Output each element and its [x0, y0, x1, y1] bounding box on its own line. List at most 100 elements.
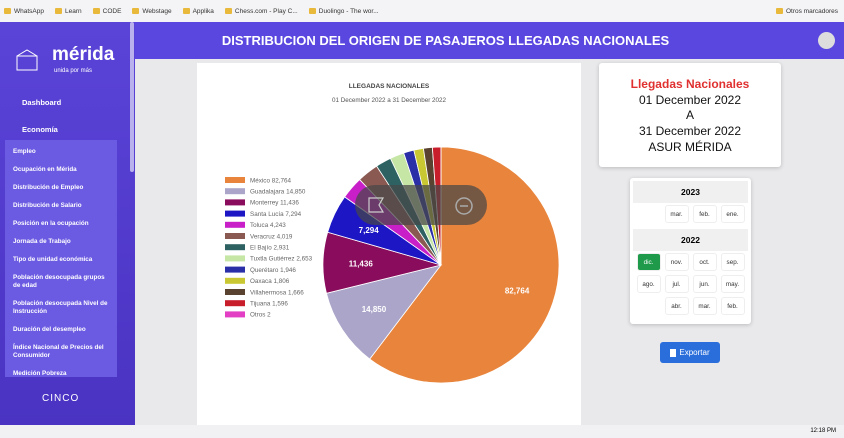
legend-name: Veracruz [250, 233, 275, 240]
month-button[interactable]: may. [720, 275, 745, 293]
legend-value: 1,946 [280, 267, 296, 274]
submenu-item[interactable]: Población desocupada Nivel de Instrucció… [13, 300, 108, 315]
legend-name: Tijuana [250, 301, 271, 308]
legend-swatch [225, 300, 245, 307]
zoom-out-icon [455, 197, 473, 215]
avatar[interactable] [818, 32, 835, 49]
brand: mérida [52, 44, 115, 65]
legend-value: 82,764 [272, 177, 292, 184]
clock: 12:18 PM [810, 428, 836, 434]
submenu-item[interactable]: Distribución de Salario [13, 202, 82, 209]
slice-label: 11,436 [349, 259, 374, 268]
month-button[interactable]: oct. [692, 253, 717, 271]
legend-swatch [225, 266, 245, 273]
nav-dashboard[interactable]: Dashboard [22, 98, 62, 107]
bookmark-icon [182, 8, 190, 14]
month-button[interactable]: mar. [664, 205, 689, 223]
info-to: 31 December 2022 [638, 124, 742, 139]
legend-value: 4,019 [277, 233, 293, 240]
bookmark-icon [308, 8, 316, 14]
month-button[interactable]: ago. [636, 275, 661, 293]
bookmarks-bar: WhatsApp Learn CODE Webstage Applika Chess.co… [0, 0, 844, 22]
bookmark-icon [224, 8, 232, 14]
bookmark-icon [132, 8, 140, 14]
legend-swatch [225, 233, 245, 239]
legend-name: Querétaro [250, 267, 279, 274]
bookmark-icon [4, 8, 11, 14]
slice-label: 14,850 [362, 305, 387, 314]
month-button[interactable]: abr. [664, 297, 689, 315]
button-label: Exportar [679, 348, 710, 357]
submenu-item[interactable]: Población desocupada grupos de edad [13, 274, 105, 289]
month-grid: mar. feb. ene. [633, 205, 748, 223]
submenu-item[interactable]: Posición en la ocupación [13, 220, 89, 227]
month-button[interactable]: feb. [692, 205, 717, 223]
month-button[interactable]: ene. [720, 205, 745, 223]
bookmark-label: CODE [102, 7, 122, 15]
month-button[interactable]: nov. [664, 253, 689, 271]
bookmark-label: Applika [192, 7, 214, 15]
legend-swatch [225, 210, 245, 217]
legend-name: Toluca [250, 222, 269, 229]
legend-entry: México 82,764 [250, 177, 291, 184]
bookmark-icon [775, 8, 783, 14]
legend-value: 1,596 [272, 301, 288, 308]
month-button[interactable]: feb. [720, 297, 745, 315]
bookmark[interactable]: Duolingo - The wor... [308, 8, 379, 15]
submenu-item[interactable]: Medición Pobreza [13, 370, 67, 377]
bookmark[interactable]: Webstage [132, 7, 172, 15]
month-picker: 2023 mar. feb. ene. 2022 dic. nov. oct. sep. ago.… [630, 178, 751, 324]
legend-entry: Monterrey 11,436 [250, 200, 299, 207]
submenu-item[interactable]: Índice Nacional de Precios del Consumido… [13, 344, 104, 359]
month-button[interactable]: sep. [720, 253, 745, 271]
nav-section[interactable]: Economía [22, 125, 58, 134]
legend-entry: Querétaro 1,946 [250, 267, 296, 274]
info-title: Llegadas Nacionales [630, 77, 750, 91]
bookmark-icon [92, 8, 100, 14]
slice-label: 82,764 [505, 287, 530, 296]
bookmark[interactable]: Learn [55, 8, 82, 15]
month-button[interactable]: mar. [692, 297, 717, 315]
legend-name: México [250, 177, 270, 184]
legend-swatch [225, 255, 245, 262]
submenu-item[interactable]: Tipo de unidad económica [13, 256, 93, 263]
bookmark[interactable]: Chess.com - Play C... [224, 7, 298, 15]
legend-value: 2,653 [296, 256, 312, 263]
export-button[interactable]: Exportar [660, 342, 720, 363]
legend-value: 11,436 [280, 200, 299, 207]
submenu-item[interactable]: Empleo [13, 148, 36, 155]
pie-slice [369, 146, 560, 384]
legend-name: Otros [250, 312, 265, 319]
submenu-item[interactable]: Duración del desempleo [13, 326, 86, 333]
submenu-item[interactable]: Ocupación en Mérida [13, 166, 77, 173]
legend-name: Santa Lucía [250, 211, 284, 218]
header: DISTRIBUCION DEL ORIGEN DE PASAJEROS LLE… [135, 22, 844, 59]
bookmark[interactable]: Otros marcadores [775, 8, 838, 15]
legend-name: Oaxaca [250, 278, 272, 285]
month-button[interactable]: dic. [636, 253, 661, 271]
legend-swatch [225, 221, 245, 228]
legend-entry: Veracruz 4,019 [250, 233, 293, 240]
month-button[interactable]: jun. [692, 275, 717, 293]
month-button[interactable]: jul. [664, 275, 689, 293]
chart-subtitle: 01 December 2022 a 31 December 2022 [332, 97, 447, 104]
bookmark-label: Webstage [142, 7, 172, 15]
scrollbar [130, 22, 134, 172]
submenu-item[interactable]: Jornada de Trabajo [13, 238, 71, 245]
legend-entry: Tijuana 1,596 [250, 301, 288, 308]
tagline: unida por más [54, 68, 93, 74]
bookmark[interactable]: CODE [92, 7, 122, 15]
legend-name: Monterrey [250, 200, 279, 207]
logo [16, 49, 38, 71]
bookmark[interactable]: WhatsApp [4, 8, 44, 15]
bookmark[interactable]: Applika [182, 7, 214, 15]
legend-swatch [225, 277, 245, 284]
submenu-item[interactable]: Distribución de Empleo [13, 184, 84, 191]
legend-entry: Santa Lucía 7,294 [250, 211, 302, 218]
info-place: ASUR MÉRIDA [648, 139, 732, 154]
legend-swatch [225, 199, 245, 206]
bookmark-label: Chess.com - Play C... [234, 7, 298, 15]
legend-name: Guadalajara [250, 189, 285, 196]
legend-value: 4,243 [270, 222, 286, 229]
legend-value: 14,850 [286, 189, 306, 196]
